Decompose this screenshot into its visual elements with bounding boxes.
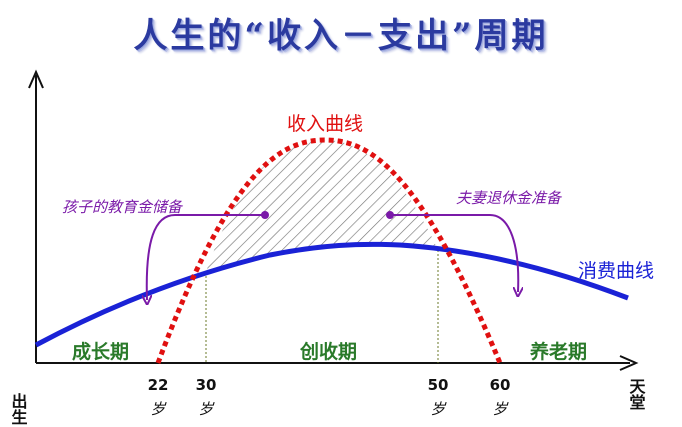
axis-end-label: 天堂 bbox=[627, 378, 646, 410]
age-60-unit: 岁 bbox=[492, 400, 509, 418]
age-30-unit: 岁 bbox=[198, 400, 215, 418]
children-education-label: 孩子的教育金储备 bbox=[62, 198, 184, 216]
page-title: 人生的“收入－支出”周期 bbox=[133, 16, 549, 56]
phase-retirement: 养老期 bbox=[529, 340, 587, 363]
income-curve-label: 收入曲线 bbox=[287, 113, 363, 135]
surplus-hatched-area bbox=[206, 140, 438, 272]
age-50-unit: 岁 bbox=[430, 400, 447, 418]
age-50: 50 bbox=[428, 376, 449, 394]
age-30: 30 bbox=[196, 376, 217, 394]
age-22: 22 bbox=[148, 376, 169, 394]
phase-earning: 创收期 bbox=[299, 340, 357, 363]
right-arrow bbox=[390, 214, 518, 292]
age-22-unit: 岁 bbox=[150, 400, 167, 418]
age-60: 60 bbox=[490, 376, 511, 394]
axis-start-label: 出生 bbox=[9, 392, 28, 425]
x-axis-arrow bbox=[619, 355, 639, 371]
phase-growth: 成长期 bbox=[72, 340, 129, 363]
consumption-curve bbox=[34, 241, 629, 348]
consumption-curve-label: 消费曲线 bbox=[578, 260, 654, 282]
retirement-fund-label: 夫妻退休金准备 bbox=[456, 189, 563, 207]
y-axis-arrow bbox=[28, 69, 44, 89]
left-arrow bbox=[147, 214, 265, 300]
